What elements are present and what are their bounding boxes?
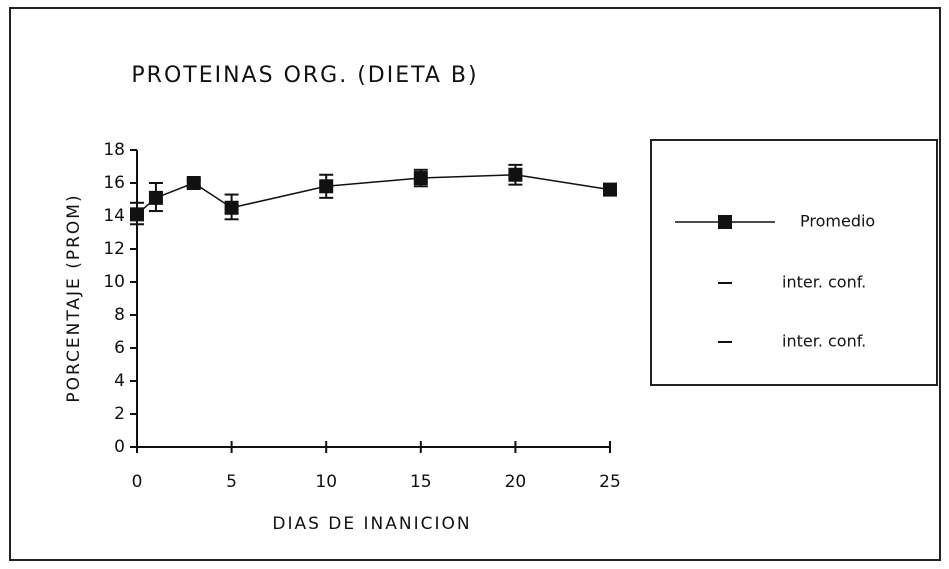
x-tick-label: 15 <box>410 472 432 492</box>
mean-marker <box>603 182 617 197</box>
mean-marker <box>224 200 239 215</box>
mean-marker <box>130 207 144 222</box>
mean-marker <box>508 167 523 182</box>
x-tick-label: 25 <box>599 472 621 492</box>
x-tick-label: 10 <box>315 472 337 492</box>
legend-label: inter. conf. <box>782 273 866 292</box>
legend-marker <box>718 215 732 229</box>
legend-label: inter. conf. <box>782 332 866 351</box>
x-axis-label: DIAS DE INANICION <box>272 514 471 534</box>
y-axis-label: PORCENTAJE (PROM) <box>64 193 84 402</box>
x-tick-label: 0 <box>132 472 143 492</box>
x-tick-label: 20 <box>505 472 527 492</box>
x-tick-label: 5 <box>226 472 237 492</box>
mean-marker <box>186 176 201 190</box>
y-tick-label: 12 <box>103 239 125 259</box>
mean-marker <box>319 179 334 194</box>
y-tick-label: 16 <box>103 173 125 193</box>
mean-marker <box>148 190 163 205</box>
y-tick-label: 2 <box>114 404 125 424</box>
legend-box <box>650 139 938 386</box>
y-tick-label: 14 <box>103 206 125 226</box>
mean-marker <box>413 171 428 186</box>
y-tick-label: 18 <box>103 140 125 160</box>
y-tick-label: 10 <box>103 272 125 292</box>
y-tick-label: 0 <box>114 437 125 457</box>
y-tick-label: 8 <box>114 305 125 325</box>
legend-label: Promedio <box>800 212 875 231</box>
mean-line <box>136 173 611 215</box>
chart-title: PROTEINAS ORG. (DIETA B) <box>131 63 478 88</box>
y-tick-label: 4 <box>114 371 125 391</box>
y-tick-label: 6 <box>114 338 125 358</box>
frame <box>9 7 941 561</box>
